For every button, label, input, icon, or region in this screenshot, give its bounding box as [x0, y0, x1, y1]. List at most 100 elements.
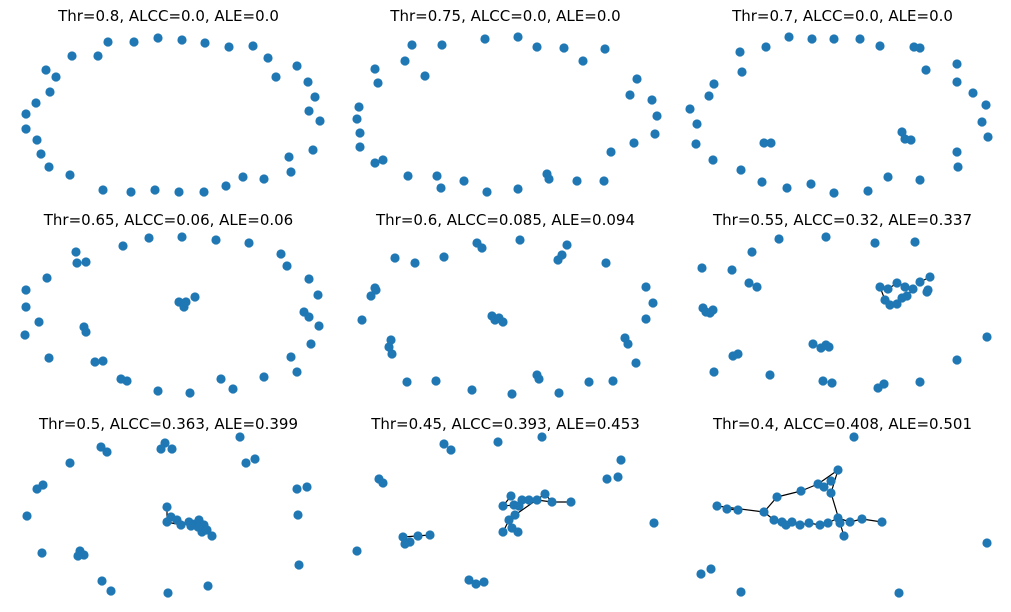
graph-node — [308, 145, 318, 155]
graph-node — [436, 183, 446, 193]
panel-title: Thr=0.55, ALCC=0.32, ALE=0.337 — [712, 211, 972, 229]
graph-node — [498, 527, 508, 537]
graph-node — [193, 522, 203, 532]
graph-node — [952, 77, 962, 87]
network-plot — [21, 33, 325, 197]
graph-node — [403, 171, 413, 181]
graph-node — [90, 357, 100, 367]
graph-node — [736, 587, 746, 597]
graph-node — [894, 588, 904, 598]
graph-node — [32, 484, 42, 494]
graph-node — [477, 243, 487, 253]
network-plot — [685, 32, 993, 198]
graph-node — [467, 385, 477, 395]
graph-node — [600, 44, 610, 54]
graph-node — [513, 32, 523, 42]
graph-node — [709, 79, 719, 89]
panel-title: Thr=0.65, ALCC=0.06, ALE=0.06 — [43, 211, 294, 229]
graph-node — [744, 278, 754, 288]
graph-node — [22, 511, 32, 521]
graph-node — [167, 444, 177, 454]
graph-node — [982, 538, 992, 548]
graph-node — [420, 71, 430, 81]
graph-node — [728, 351, 738, 361]
graph-node — [162, 517, 172, 527]
graph-node — [515, 235, 525, 245]
panel-title: Thr=0.8, ALCC=0.0, ALE=0.0 — [58, 7, 279, 25]
graph-node — [292, 484, 302, 494]
graph-node — [384, 342, 394, 352]
graph-node — [271, 72, 281, 82]
graph-node — [772, 492, 782, 502]
graph-node — [818, 376, 828, 386]
graph-node — [221, 181, 231, 191]
graph-node — [370, 64, 380, 74]
graph-node — [532, 42, 542, 52]
graph-node — [244, 238, 254, 248]
graph-node — [459, 176, 469, 186]
graph-node — [355, 128, 365, 138]
graph-node — [870, 238, 880, 248]
graph-node — [806, 179, 816, 189]
graph-node — [437, 40, 447, 50]
graph-node — [116, 374, 126, 384]
network-plot — [352, 32, 662, 197]
graph-node — [306, 339, 316, 349]
graph-node — [534, 374, 544, 384]
graph-node — [386, 335, 396, 345]
graph-node — [432, 171, 442, 181]
graph-node — [625, 90, 635, 100]
network-plot — [22, 432, 312, 598]
graph-node — [224, 42, 234, 52]
graph-node — [915, 43, 925, 53]
graph-node — [572, 176, 582, 186]
graph-node — [796, 486, 806, 496]
graph-node — [759, 138, 769, 148]
graph-node — [400, 539, 410, 549]
graph-node — [200, 38, 210, 48]
graph-node — [480, 34, 490, 44]
graph-node — [977, 117, 987, 127]
graph-node — [181, 297, 191, 307]
graph-node — [524, 495, 534, 505]
graph-node — [544, 174, 554, 184]
graph-node — [807, 34, 817, 44]
graph-node — [163, 588, 173, 598]
graph-node — [733, 505, 743, 515]
graph-node — [708, 155, 718, 165]
graph-node — [292, 367, 302, 377]
graph-node — [632, 74, 642, 84]
graph-node — [153, 33, 163, 43]
graph-node — [282, 261, 292, 271]
graph-node — [808, 339, 818, 349]
graph-node — [293, 510, 303, 520]
graph-node — [126, 187, 136, 197]
graph-node — [514, 501, 524, 511]
graph-node — [402, 377, 412, 387]
panel-title: Thr=0.45, ALCC=0.393, ALE=0.453 — [371, 415, 640, 433]
graph-node — [906, 135, 916, 145]
graph-node — [902, 291, 912, 301]
graph-node — [510, 510, 520, 520]
graph-node — [276, 249, 286, 259]
graph-node — [601, 258, 611, 268]
graph-node — [37, 548, 47, 558]
graph-panel-8: Thr=0.45, ALCC=0.393, ALE=0.453 — [337, 408, 674, 612]
graph-node — [211, 235, 221, 245]
graph-node — [21, 109, 31, 119]
graph-node — [602, 474, 612, 484]
graph-node — [97, 576, 107, 586]
graph-node — [314, 321, 324, 331]
network-plot — [696, 432, 992, 598]
graph-node — [737, 67, 747, 77]
graph-node — [557, 250, 567, 260]
graph-node — [390, 253, 400, 263]
graph-node — [915, 175, 925, 185]
graph-node — [804, 518, 814, 528]
graph-node — [879, 379, 889, 389]
graph-node — [599, 176, 609, 186]
graph-node — [562, 240, 572, 250]
graph-node — [692, 119, 702, 129]
graph-node — [413, 531, 423, 541]
graph-node — [849, 432, 859, 442]
